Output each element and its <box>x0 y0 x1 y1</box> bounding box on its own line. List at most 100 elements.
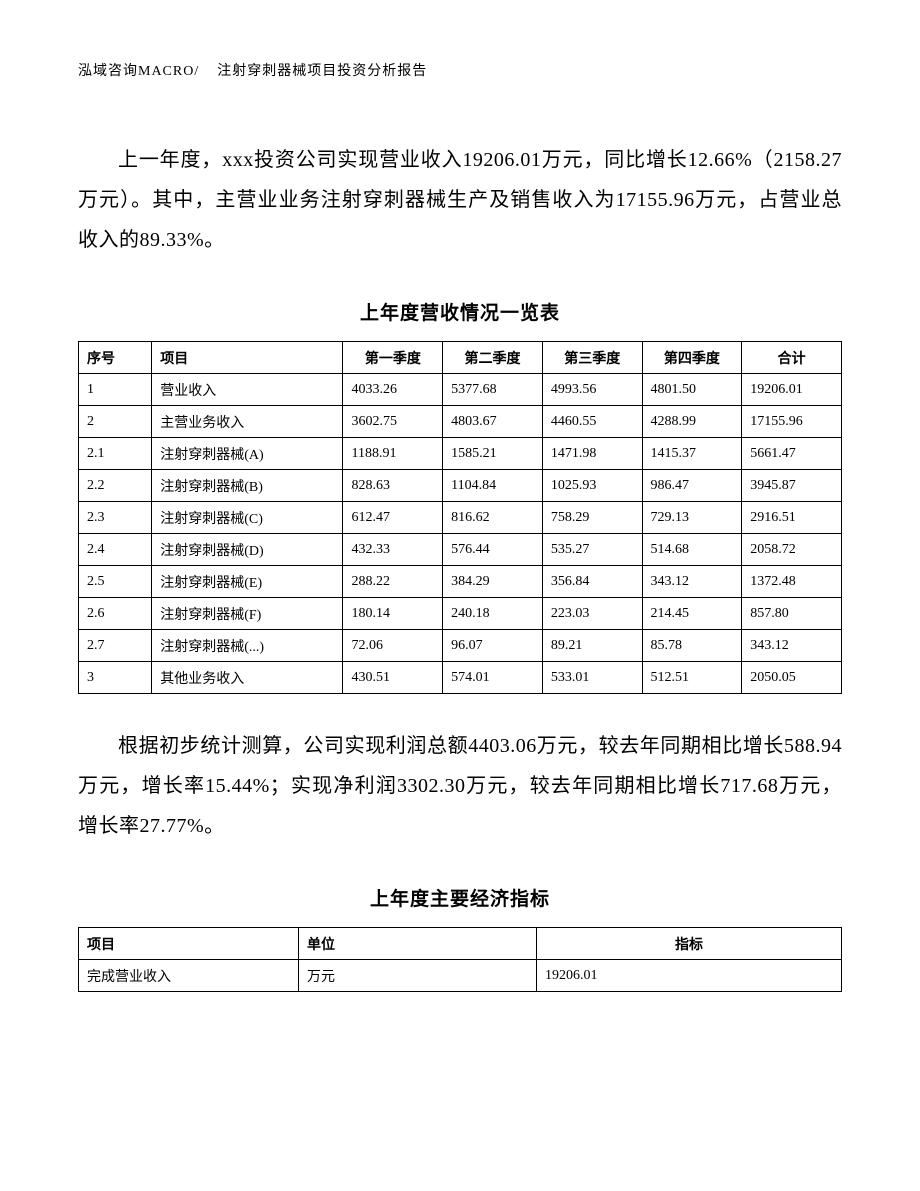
table-cell: 1585.21 <box>443 438 543 470</box>
table-cell: 4803.67 <box>443 406 543 438</box>
table-cell: 533.01 <box>542 662 642 694</box>
header-left: 泓域咨询MACRO/ <box>78 64 199 79</box>
table-cell: 857.80 <box>742 598 842 630</box>
table-cell: 535.27 <box>542 534 642 566</box>
table-cell: 4460.55 <box>542 406 642 438</box>
table1-title: 上年度营收情况一览表 <box>78 298 842 325</box>
table-cell: 主营业务收入 <box>152 406 343 438</box>
table-cell: 4033.26 <box>343 374 443 406</box>
table2-header-row: 项目 单位 指标 <box>79 928 842 960</box>
header-right: 注射穿刺器械项目投资分析报告 <box>217 64 427 79</box>
table-row: 2.2注射穿刺器械(B)828.631104.841025.93986.4739… <box>79 470 842 502</box>
table-cell: 注射穿刺器械(F) <box>152 598 343 630</box>
table2-title: 上年度主要经济指标 <box>78 884 842 911</box>
table-cell: 512.51 <box>642 662 742 694</box>
table-row: 2.4注射穿刺器械(D)432.33576.44535.27514.682058… <box>79 534 842 566</box>
table-row: 2.7注射穿刺器械(...)72.0696.0789.2185.78343.12 <box>79 630 842 662</box>
table2-col-header: 单位 <box>299 928 537 960</box>
table-cell: 营业收入 <box>152 374 343 406</box>
table-row: 2.6注射穿刺器械(F)180.14240.18223.03214.45857.… <box>79 598 842 630</box>
table-cell: 注射穿刺器械(E) <box>152 566 343 598</box>
table-cell: 注射穿刺器械(A) <box>152 438 343 470</box>
table-cell: 85.78 <box>642 630 742 662</box>
table-cell: 2058.72 <box>742 534 842 566</box>
table2-col-header: 项目 <box>79 928 299 960</box>
table1-col-header: 第四季度 <box>642 342 742 374</box>
table-cell: 214.45 <box>642 598 742 630</box>
table-cell: 完成营业收入 <box>79 960 299 992</box>
table-row: 1营业收入4033.265377.684993.564801.5019206.0… <box>79 374 842 406</box>
table-cell: 万元 <box>299 960 537 992</box>
table-cell: 758.29 <box>542 502 642 534</box>
table-cell: 612.47 <box>343 502 443 534</box>
table1-col-header: 序号 <box>79 342 152 374</box>
table2-col-header: 指标 <box>537 928 842 960</box>
table-cell: 2916.51 <box>742 502 842 534</box>
page-header: 泓域咨询MACRO/注射穿刺器械项目投资分析报告 <box>78 60 842 80</box>
table-cell: 1415.37 <box>642 438 742 470</box>
table-cell: 2 <box>79 406 152 438</box>
table2-body: 完成营业收入万元19206.01 <box>79 960 842 992</box>
table-row: 2主营业务收入3602.754803.674460.554288.9917155… <box>79 406 842 438</box>
table-cell: 514.68 <box>642 534 742 566</box>
table1-col-header: 第二季度 <box>443 342 543 374</box>
table1-body: 1营业收入4033.265377.684993.564801.5019206.0… <box>79 374 842 694</box>
table-cell: 432.33 <box>343 534 443 566</box>
table-cell: 816.62 <box>443 502 543 534</box>
table-cell: 4801.50 <box>642 374 742 406</box>
table1-col-header: 第三季度 <box>542 342 642 374</box>
table-cell: 19206.01 <box>742 374 842 406</box>
table-cell: 注射穿刺器械(B) <box>152 470 343 502</box>
paragraph-2: 根据初步统计测算，公司实现利润总额4403.06万元，较去年同期相比增长588.… <box>78 726 842 846</box>
table-cell: 17155.96 <box>742 406 842 438</box>
table-cell: 1372.48 <box>742 566 842 598</box>
table-cell: 4288.99 <box>642 406 742 438</box>
table-cell: 5661.47 <box>742 438 842 470</box>
paragraph-1: 上一年度，xxx投资公司实现营业收入19206.01万元，同比增长12.66%（… <box>78 140 842 260</box>
table-cell: 430.51 <box>343 662 443 694</box>
table-cell: 2.3 <box>79 502 152 534</box>
table-cell: 1 <box>79 374 152 406</box>
table1-header-row: 序号 项目 第一季度 第二季度 第三季度 第四季度 合计 <box>79 342 842 374</box>
table-cell: 828.63 <box>343 470 443 502</box>
table-cell: 356.84 <box>542 566 642 598</box>
table-cell: 3 <box>79 662 152 694</box>
table-cell: 288.22 <box>343 566 443 598</box>
table-cell: 2.5 <box>79 566 152 598</box>
table-row: 完成营业收入万元19206.01 <box>79 960 842 992</box>
table-cell: 343.12 <box>642 566 742 598</box>
table1-col-header: 项目 <box>152 342 343 374</box>
table1-col-header: 合计 <box>742 342 842 374</box>
table1-col-header: 第一季度 <box>343 342 443 374</box>
table-cell: 注射穿刺器械(C) <box>152 502 343 534</box>
table-cell: 986.47 <box>642 470 742 502</box>
table-cell: 2.1 <box>79 438 152 470</box>
table-cell: 3945.87 <box>742 470 842 502</box>
table-cell: 注射穿刺器械(D) <box>152 534 343 566</box>
table-cell: 2.4 <box>79 534 152 566</box>
table-cell: 729.13 <box>642 502 742 534</box>
table-cell: 384.29 <box>443 566 543 598</box>
table-cell: 574.01 <box>443 662 543 694</box>
table-row: 2.5注射穿刺器械(E)288.22384.29356.84343.121372… <box>79 566 842 598</box>
table-cell: 其他业务收入 <box>152 662 343 694</box>
table-cell: 1104.84 <box>443 470 543 502</box>
revenue-table: 序号 项目 第一季度 第二季度 第三季度 第四季度 合计 1营业收入4033.2… <box>78 341 842 694</box>
table-cell: 4993.56 <box>542 374 642 406</box>
table-row: 3其他业务收入430.51574.01533.01512.512050.05 <box>79 662 842 694</box>
table-cell: 1025.93 <box>542 470 642 502</box>
table-cell: 2.2 <box>79 470 152 502</box>
table-cell: 576.44 <box>443 534 543 566</box>
table-cell: 96.07 <box>443 630 543 662</box>
table-cell: 240.18 <box>443 598 543 630</box>
table-cell: 223.03 <box>542 598 642 630</box>
paragraph-2-block: 根据初步统计测算，公司实现利润总额4403.06万元，较去年同期相比增长588.… <box>78 726 842 846</box>
table-cell: 343.12 <box>742 630 842 662</box>
table-row: 2.1注射穿刺器械(A)1188.911585.211471.981415.37… <box>79 438 842 470</box>
table-cell: 19206.01 <box>537 960 842 992</box>
table-cell: 5377.68 <box>443 374 543 406</box>
table-cell: 72.06 <box>343 630 443 662</box>
economic-indicator-table: 项目 单位 指标 完成营业收入万元19206.01 <box>78 927 842 992</box>
table-cell: 2.7 <box>79 630 152 662</box>
table-cell: 3602.75 <box>343 406 443 438</box>
